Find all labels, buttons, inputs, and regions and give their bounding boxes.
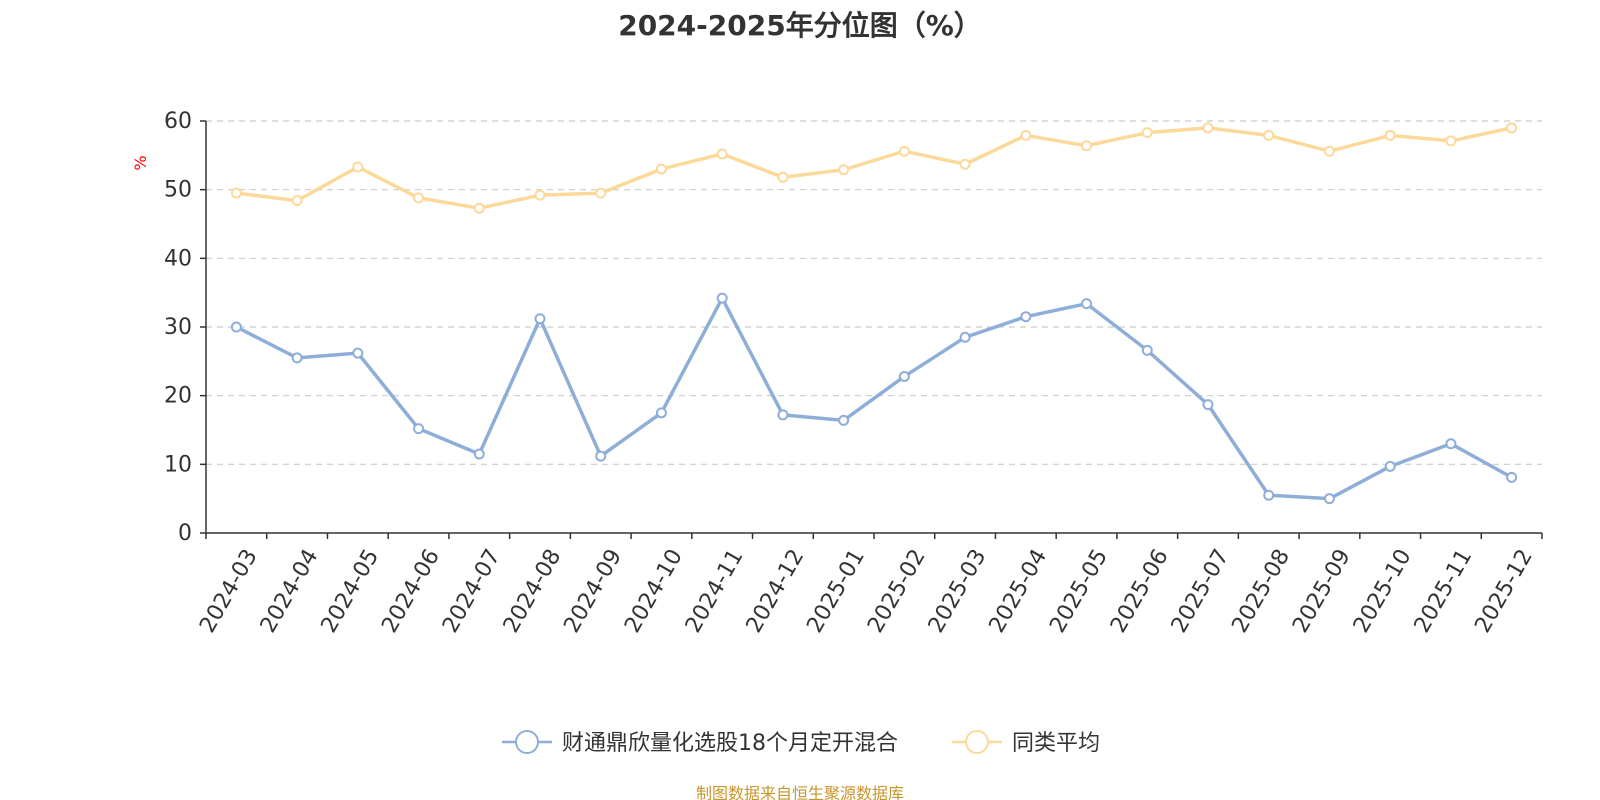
legend-marker-icon: [965, 730, 989, 754]
data-point: [413, 192, 425, 204]
data-point: [1384, 129, 1396, 141]
series-line: [234, 296, 1514, 501]
x-tick-label: 2024-05: [317, 545, 385, 637]
data-point: [230, 187, 242, 199]
x-tick-label: 2025-08: [1227, 545, 1295, 637]
legend-label: 同类平均: [1012, 731, 1100, 756]
x-tick-label: 2025-03: [924, 545, 992, 637]
y-tick-label: 0: [178, 521, 192, 546]
data-point: [473, 448, 485, 460]
data-point: [959, 158, 971, 170]
y-tick-label: 50: [164, 178, 192, 203]
x-tick-label: 2025-11: [1410, 545, 1478, 637]
data-point: [1506, 122, 1518, 134]
data-point: [230, 321, 242, 333]
y-tick-label: 60: [164, 109, 192, 134]
data-point: [898, 145, 910, 157]
data-point: [534, 313, 546, 325]
data-point: [595, 187, 607, 199]
x-tick-label: 2024-06: [377, 545, 445, 637]
data-point: [838, 414, 850, 426]
data-point: [352, 161, 364, 173]
data-point: [1081, 298, 1093, 310]
x-tick-label: 2024-07: [438, 545, 506, 637]
data-point: [777, 171, 789, 183]
y-tick-label: 30: [164, 315, 192, 340]
x-tick-label: 2024-11: [681, 545, 749, 637]
data-point: [1323, 145, 1335, 157]
data-point: [716, 148, 728, 160]
x-tick-label: 2024-08: [499, 545, 567, 637]
x-tick-label: 2025-06: [1106, 545, 1174, 637]
x-tick-label: 2025-12: [1470, 545, 1538, 637]
data-point: [413, 423, 425, 435]
x-tick-label: 2025-10: [1349, 545, 1417, 637]
data-point: [291, 352, 303, 364]
data-point: [1202, 122, 1214, 134]
data-point: [1506, 471, 1518, 483]
data-point: [1263, 489, 1275, 501]
data-point: [716, 292, 728, 304]
data-point: [959, 331, 971, 343]
data-point: [1202, 399, 1214, 411]
data-point: [473, 202, 485, 214]
x-tick-label: 2024-10: [620, 545, 688, 637]
data-point: [1081, 140, 1093, 152]
data-source-note: 制图数据来自恒生聚源数据库: [695, 784, 904, 800]
x-tick-label: 2025-07: [1167, 545, 1235, 637]
y-tick-label: 10: [164, 452, 192, 477]
data-point: [534, 189, 546, 201]
x-tick-label: 2024-12: [742, 545, 810, 637]
data-point: [595, 450, 607, 462]
data-point: [1445, 135, 1457, 147]
data-point: [1384, 460, 1396, 472]
data-point: [352, 347, 364, 359]
x-tick-label: 2024-09: [559, 545, 627, 637]
x-tick-label: 2024-04: [256, 545, 324, 637]
data-point: [655, 407, 667, 419]
data-point: [1020, 311, 1032, 323]
y-tick-label: 40: [164, 246, 192, 271]
y-tick-label: 20: [164, 384, 192, 409]
y-axis-label: %: [131, 155, 150, 170]
legend-label: 财通鼎欣量化选股18个月定开混合: [562, 731, 898, 756]
x-tick-label: 2025-01: [802, 545, 870, 637]
chart-title: 2024-2025年分位图（%）: [618, 9, 982, 42]
x-tick-label: 2024-03: [195, 545, 263, 637]
data-point: [1323, 493, 1335, 505]
data-point: [777, 409, 789, 421]
x-tick-label: 2025-09: [1288, 545, 1356, 637]
data-point: [838, 164, 850, 176]
data-point: [1141, 344, 1153, 356]
data-point: [1141, 127, 1153, 139]
data-point: [1445, 438, 1457, 450]
data-point: [291, 195, 303, 207]
series-line: [234, 126, 1514, 210]
x-tick-label: 2025-02: [863, 545, 931, 637]
legend-marker-icon: [515, 730, 539, 754]
x-tick-label: 2025-05: [1045, 545, 1113, 637]
data-point: [1020, 129, 1032, 141]
data-point: [898, 370, 910, 382]
data-point: [1263, 129, 1275, 141]
x-tick-label: 2025-04: [985, 545, 1053, 637]
data-point: [655, 163, 667, 175]
